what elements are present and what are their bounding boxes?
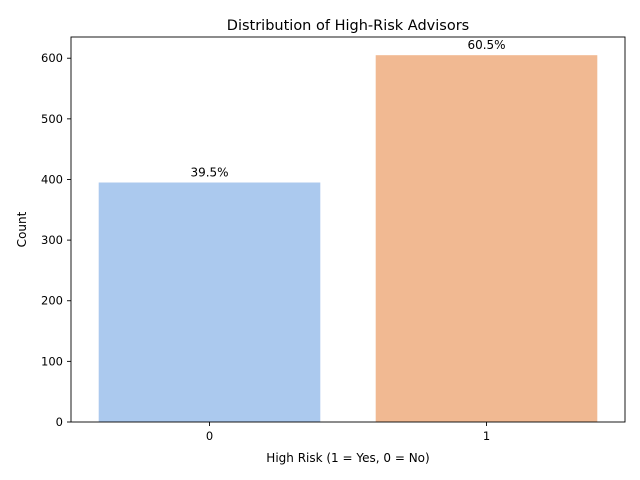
y-tick-label-200: 200	[41, 294, 63, 308]
x-axis-label: High Risk (1 = Yes, 0 = No)	[266, 451, 429, 465]
y-tick-label-0: 0	[56, 415, 63, 429]
y-axis: 0 100 200 300 400 500 600	[41, 51, 71, 429]
plot-frame	[70, 36, 626, 423]
y-tick-label-500: 500	[41, 112, 63, 126]
chart-title: Distribution of High-Risk Advisors	[227, 18, 469, 34]
bar-0	[98, 182, 321, 422]
data-label-0: 39.5%	[190, 166, 228, 180]
data-label-1: 60.5%	[467, 38, 505, 52]
y-tick-label-300: 300	[41, 233, 63, 247]
y-axis-label: Count	[15, 211, 29, 247]
x-tick-label-0: 0	[206, 429, 213, 443]
x-tick-label-1: 1	[483, 429, 490, 443]
data-labels-layer: 39.5% 60.5%	[190, 38, 505, 179]
y-tick-label-100: 100	[41, 354, 63, 368]
y-tick-label-400: 400	[41, 172, 63, 186]
y-tick-label-600: 600	[41, 51, 63, 65]
bar-1	[375, 55, 598, 423]
bars-layer	[98, 55, 598, 423]
